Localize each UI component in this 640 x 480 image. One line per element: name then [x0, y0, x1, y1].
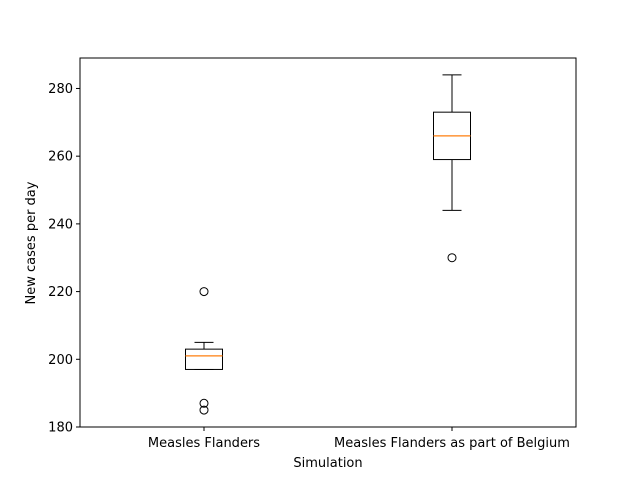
- y-tick-label: 180: [48, 421, 73, 436]
- box-group: [433, 74, 471, 263]
- y-tick-label: 200: [48, 353, 73, 368]
- x-tick-label: Measles Flanders as part of Belgium: [334, 436, 570, 451]
- outlier-point: [199, 398, 209, 408]
- outlier-point: [199, 405, 209, 415]
- y-tick-label: 240: [48, 217, 73, 232]
- outlier-point: [447, 253, 457, 263]
- y-tick-label: 260: [48, 150, 73, 165]
- y-axis-label: New cases per day: [24, 181, 39, 304]
- outlier-point: [199, 287, 209, 297]
- x-axis: Measles Flanders Measles Flanders as part…: [148, 427, 570, 451]
- x-tick-label: Measles Flanders: [148, 436, 260, 451]
- box-group: [185, 287, 223, 415]
- box-iqr: [185, 348, 223, 370]
- y-tick-label: 280: [48, 82, 73, 97]
- x-axis-label: Simulation: [293, 456, 362, 471]
- boxes-layer: [185, 74, 471, 415]
- plot-frame: [79, 57, 577, 428]
- y-tick-label: 220: [48, 285, 73, 300]
- y-axis: 180 200 220 240 260 280: [48, 82, 80, 436]
